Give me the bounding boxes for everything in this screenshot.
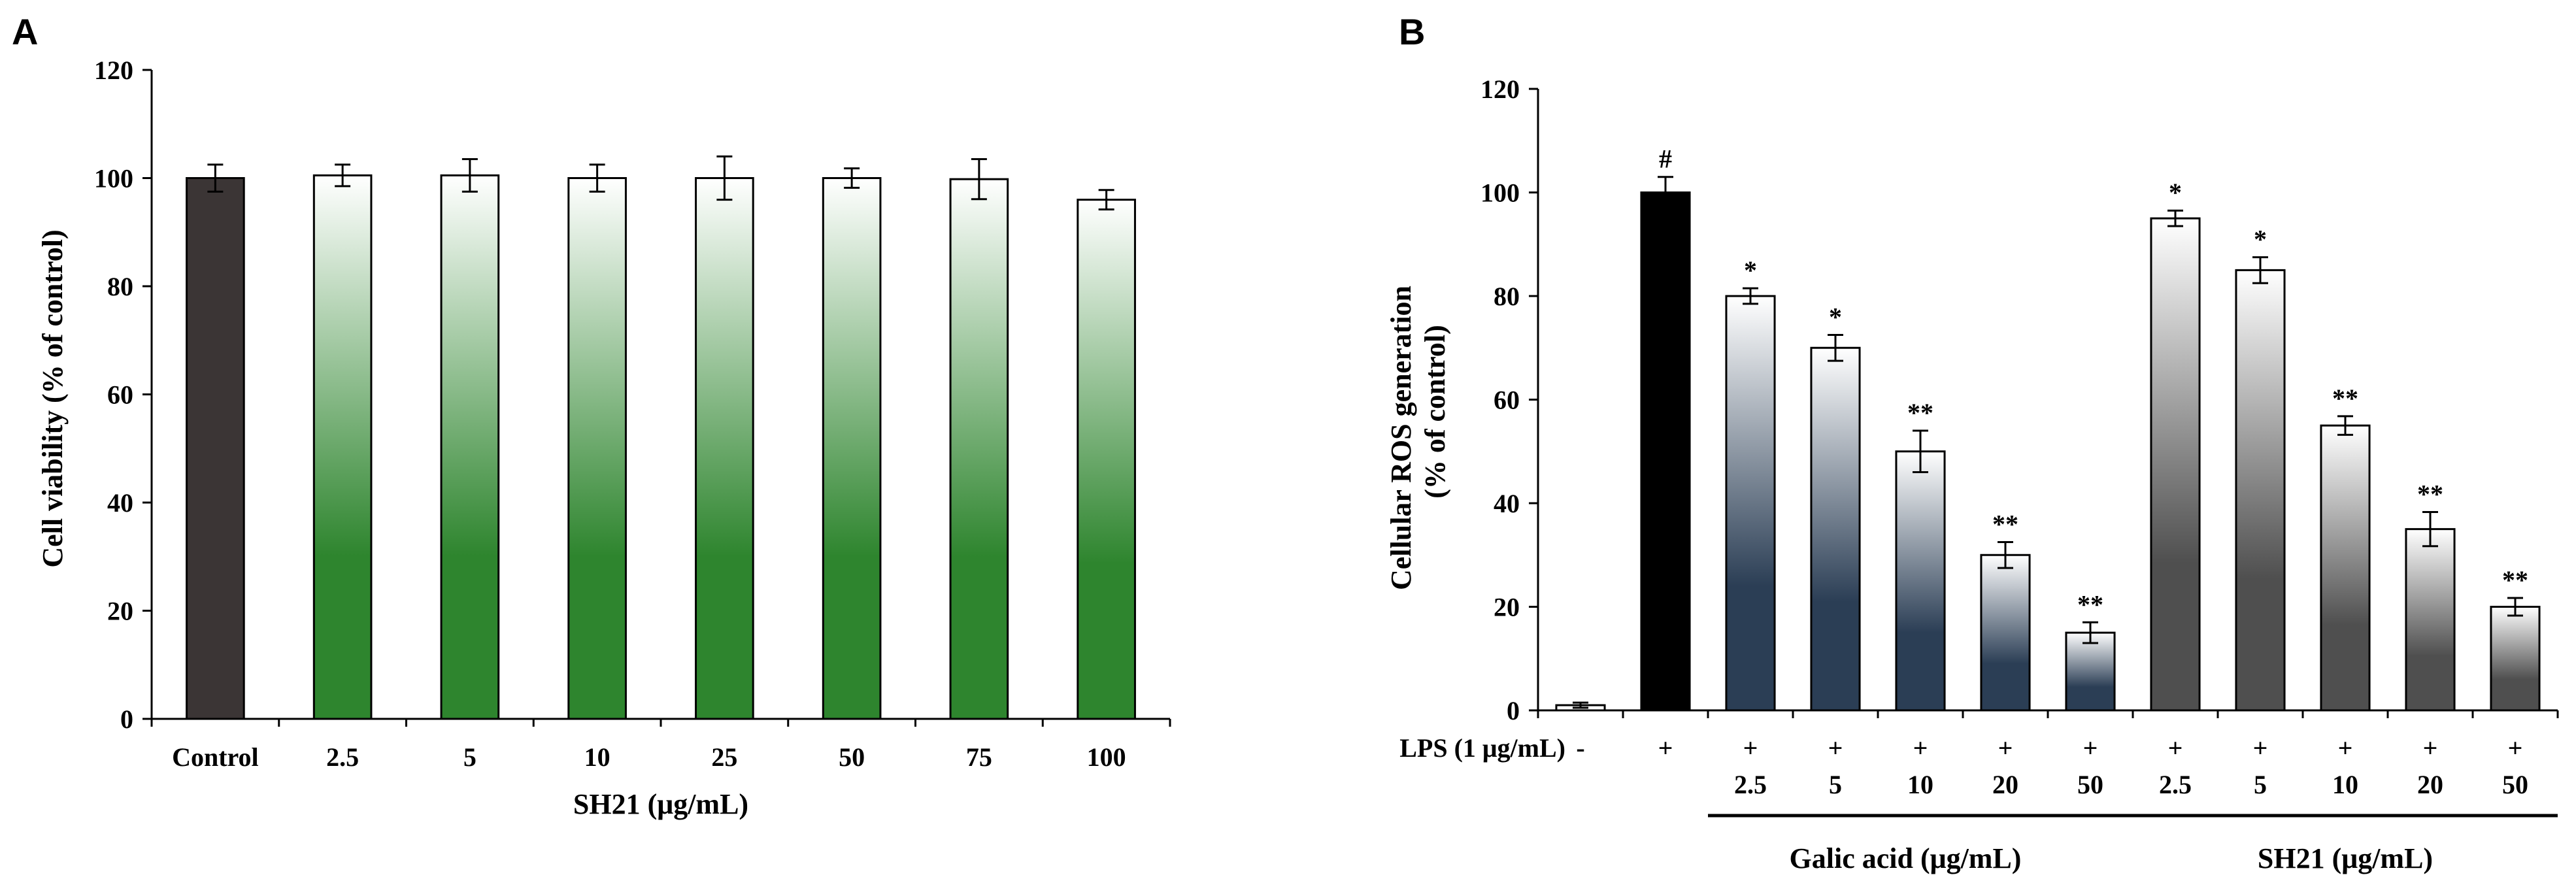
panel-b-bar bbox=[1640, 191, 1691, 712]
panel-a-ytick-label: 60 bbox=[107, 380, 133, 410]
panel-b-bar bbox=[2405, 528, 2456, 712]
panel-a-category-label: 25 bbox=[711, 742, 737, 772]
panel-b-dose-label: 50 bbox=[2502, 770, 2528, 799]
panel-b-lps-mark: - bbox=[1576, 733, 1584, 763]
panel-b-dose-label: 5 bbox=[2254, 770, 2267, 799]
panel-a-category-label: Control bbox=[172, 742, 259, 772]
panel-a-bar bbox=[822, 177, 882, 720]
panel-b-significance-mark: ** bbox=[1992, 509, 2018, 538]
panel-a-bar bbox=[186, 177, 245, 720]
panel-a-category-label: 5 bbox=[463, 742, 477, 772]
panel-b-dose-label: 10 bbox=[2332, 770, 2358, 799]
panel-b-dose-label: 20 bbox=[2417, 770, 2443, 799]
panel-b-bar bbox=[2320, 424, 2371, 712]
panel-a-chart: 0 20 40 60 80 100 120 Control 2.5 5 10 25 50 75 100 bbox=[94, 56, 1171, 772]
panel-a-category-label: 75 bbox=[966, 742, 992, 772]
panel-b-lps-mark: + bbox=[2253, 733, 2268, 763]
panel-a-bar bbox=[440, 174, 500, 720]
panel-b-significance-mark: * bbox=[2254, 225, 2267, 254]
panel-b-bar bbox=[1725, 295, 1776, 712]
panel-b-dose-label: 50 bbox=[2077, 770, 2103, 799]
panel-b-lps-mark: + bbox=[1998, 733, 2013, 763]
panel-b-significance-mark: * bbox=[1829, 302, 1842, 331]
panel-b-chart: 020406080100120-#+*+2.5*+5**+10**+20**+5… bbox=[1480, 74, 2559, 818]
panel-a-category-label: 10 bbox=[584, 742, 611, 772]
panel-a-ytick-label: 0 bbox=[120, 704, 133, 734]
panel-b-dose-label: 2.5 bbox=[1734, 770, 1767, 799]
panel-b-lps-label: LPS (1 μg/mL) bbox=[1399, 733, 1565, 763]
panel-b-bar bbox=[2490, 606, 2541, 712]
panel-b-ytick-label: 0 bbox=[1507, 696, 1520, 725]
panel-b-significance-mark: ** bbox=[2332, 384, 2358, 413]
panel-b-bar bbox=[2150, 217, 2201, 712]
panel-b-lps-mark: + bbox=[2508, 733, 2523, 763]
panel-b-dose-label: 5 bbox=[1829, 770, 1842, 799]
panel-a-bar bbox=[567, 177, 627, 720]
panel-b-group-label-galic: Galic acid (μg/mL) bbox=[1790, 842, 2022, 874]
panel-b-ylabel-line2: (% of control) bbox=[1419, 325, 1451, 499]
panel-b-group-label-sh21: SH21 (μg/mL) bbox=[2258, 842, 2433, 874]
panel-b-dose-label: 2.5 bbox=[2159, 770, 2192, 799]
panel-a-ytick-label: 120 bbox=[94, 56, 133, 85]
panel-b-ytick-label: 100 bbox=[1480, 178, 1520, 208]
panel-b-ytick-label: 120 bbox=[1480, 74, 1520, 104]
panel-b-dose-label: 20 bbox=[1992, 770, 2018, 799]
panel-a-bar bbox=[695, 177, 754, 720]
panel-b-ytick-label: 80 bbox=[1494, 282, 1520, 311]
panel-a-ytick-label: 20 bbox=[107, 597, 133, 626]
panel-b-lps-mark: + bbox=[2338, 733, 2353, 763]
panel-a-bar bbox=[949, 178, 1009, 720]
panel-a-xlabel: SH21 (μg/mL) bbox=[573, 788, 748, 820]
panel-b-significance-mark: # bbox=[1659, 144, 1672, 174]
panel-b-lps-mark: + bbox=[2083, 733, 2098, 763]
panel-b-bar bbox=[1810, 346, 1861, 712]
panel-b-lps-mark: + bbox=[1828, 733, 1843, 763]
panel-a-letter: A bbox=[12, 11, 38, 52]
panel-b-lps-mark: + bbox=[2423, 733, 2438, 763]
panel-b-significance-mark: ** bbox=[2417, 479, 2443, 508]
panel-b-lps-mark: + bbox=[1743, 733, 1758, 763]
panel-b-bar bbox=[1980, 554, 2031, 712]
panel-b-significance-mark: * bbox=[1744, 256, 1757, 285]
panel-a-ytick-label: 80 bbox=[107, 272, 133, 301]
panel-a-bar bbox=[1077, 199, 1136, 720]
panel-a-category-label: 100 bbox=[1087, 742, 1126, 772]
panel-a-ytick-label: 100 bbox=[94, 164, 133, 193]
panel-a-ylabel: Cell viability (% of control) bbox=[37, 229, 69, 567]
panel-b-lps-mark: + bbox=[1658, 733, 1673, 763]
panel-b-lps-mark: + bbox=[2168, 733, 2183, 763]
panel-a-category-label: 50 bbox=[839, 742, 865, 772]
panel-b-significance-mark: ** bbox=[2502, 565, 2528, 595]
panel-a-ytick-label: 40 bbox=[107, 488, 133, 518]
panel-b-bar bbox=[2065, 631, 2116, 712]
panel-b-lps-mark: + bbox=[1913, 733, 1928, 763]
panel-b-ylabel-line1: Cellular ROS generation bbox=[1385, 286, 1417, 590]
panel-b-bar bbox=[2235, 269, 2286, 712]
panel-b-ytick-label: 40 bbox=[1494, 489, 1520, 518]
panel-b-significance-mark: * bbox=[2169, 178, 2182, 207]
panel-b-significance-mark: ** bbox=[1907, 398, 1933, 427]
panel-b-ytick-label: 60 bbox=[1494, 386, 1520, 415]
panel-b-dose-label: 10 bbox=[1907, 770, 1933, 799]
panel-a-bar bbox=[312, 174, 373, 720]
panel-b-significance-mark: ** bbox=[2077, 589, 2103, 619]
panel-a-category-label: 2.5 bbox=[326, 742, 359, 772]
panel-b-ytick-label: 20 bbox=[1494, 593, 1520, 622]
panel-b-letter: B bbox=[1399, 11, 1425, 52]
panel-b-bar bbox=[1895, 450, 1946, 712]
